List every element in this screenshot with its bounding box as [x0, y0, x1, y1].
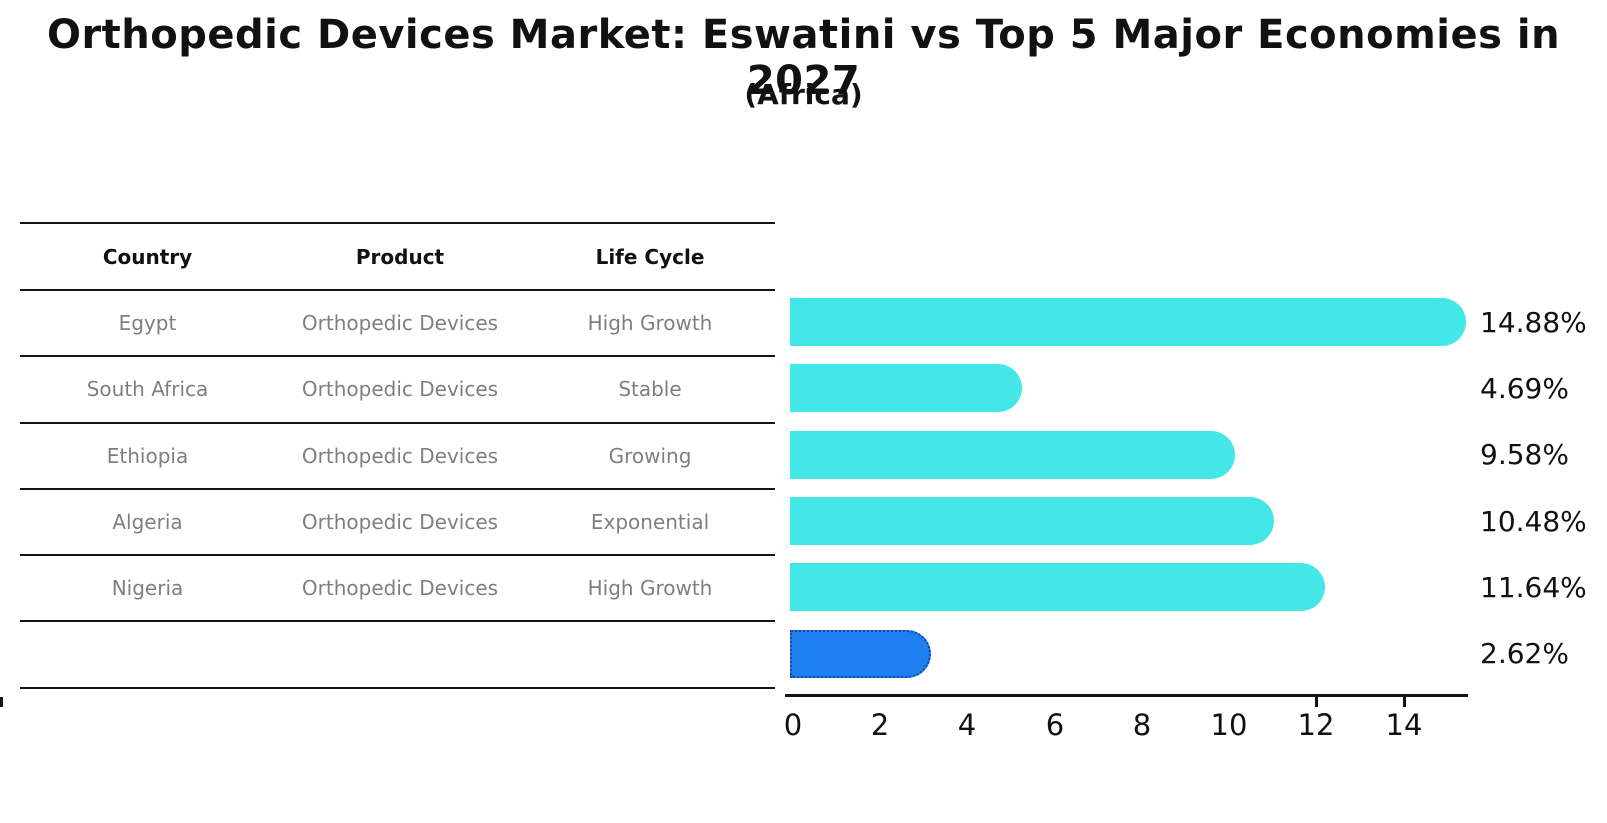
- x-axis-tick-label: 10: [1210, 708, 1248, 742]
- product-cell: Orthopedic Devices: [301, 443, 499, 468]
- life-cycle-cell: Growing: [608, 443, 692, 468]
- x-axis-tick-label: 8: [1132, 708, 1152, 742]
- bar-egypt: [790, 298, 1467, 347]
- country-cell: Egypt: [118, 311, 177, 336]
- country-cell: South Africa: [86, 377, 209, 402]
- value-label: 14.88%: [1480, 305, 1587, 339]
- country-cell: [20, 622, 275, 686]
- country-cell: Algeria: [112, 510, 183, 535]
- x-axis-tick: [0, 697, 3, 707]
- product-cell: Orthopedic Devices: [301, 311, 499, 336]
- product-cell: Orthopedic Devices: [301, 510, 499, 535]
- x-axis-tick-label: 12: [1297, 708, 1335, 742]
- life-cycle-cell: Stable: [618, 377, 682, 402]
- column-header-country: Country: [102, 244, 193, 269]
- x-axis-tick-label: 2: [870, 708, 890, 742]
- bar-plot-area: [790, 289, 1490, 687]
- life-cycle-cell: High Growth: [587, 576, 713, 601]
- country-table: Country Product Life Cycle Egypt Orthope…: [20, 222, 775, 689]
- life-cycle-cell: [525, 622, 775, 686]
- x-axis-tick-label: 14: [1385, 708, 1423, 742]
- x-axis-tick-label: 4: [957, 708, 977, 742]
- value-label: 11.64%: [1480, 570, 1587, 604]
- value-labels: 14.88% 4.69% 9.58% 10.48% 11.64% 2.62%: [1480, 289, 1605, 687]
- product-cell: Orthopedic Devices: [301, 576, 499, 601]
- chart-title: Orthopedic Devices Market: Eswatini vs T…: [46, 12, 1561, 104]
- table-row: [20, 622, 775, 689]
- column-header-product: Product: [355, 244, 445, 269]
- value-label: 9.58%: [1480, 438, 1569, 472]
- bar-eswatini-highlighted: [790, 629, 932, 678]
- value-label: 10.48%: [1480, 504, 1587, 538]
- x-axis-tick: [1315, 697, 1318, 707]
- x-axis-tick-label: 0: [783, 708, 803, 742]
- bar-ethiopia: [790, 430, 1236, 479]
- table-row: Egypt Orthopedic Devices High Growth: [20, 291, 775, 358]
- product-cell: Orthopedic Devices: [301, 377, 499, 402]
- value-label: 4.69%: [1480, 371, 1569, 405]
- table-row: Ethiopia Orthopedic Devices Growing: [20, 424, 775, 490]
- life-cycle-cell: High Growth: [587, 311, 713, 336]
- life-cycle-cell: Exponential: [590, 510, 710, 535]
- bar-nigeria: [790, 563, 1325, 612]
- x-axis-line: [785, 694, 1468, 697]
- value-label: 2.62%: [1480, 637, 1569, 671]
- x-axis-tick-label: 6: [1045, 708, 1065, 742]
- table-header-row: Country Product Life Cycle: [20, 224, 775, 291]
- bar-south-africa: [790, 364, 1022, 413]
- table-row: Algeria Orthopedic Devices Exponential: [20, 490, 775, 557]
- chart-subtitle: (Africa): [744, 78, 863, 111]
- product-cell: [275, 622, 525, 686]
- column-header-life-cycle: Life Cycle: [595, 244, 705, 269]
- x-axis-tick: [1403, 697, 1406, 707]
- bar-algeria: [790, 497, 1275, 546]
- table-row: South Africa Orthopedic Devices Stable: [20, 357, 775, 424]
- table-row: Nigeria Orthopedic Devices High Growth: [20, 556, 775, 623]
- country-cell: Ethiopia: [106, 443, 189, 468]
- country-cell: Nigeria: [111, 576, 184, 601]
